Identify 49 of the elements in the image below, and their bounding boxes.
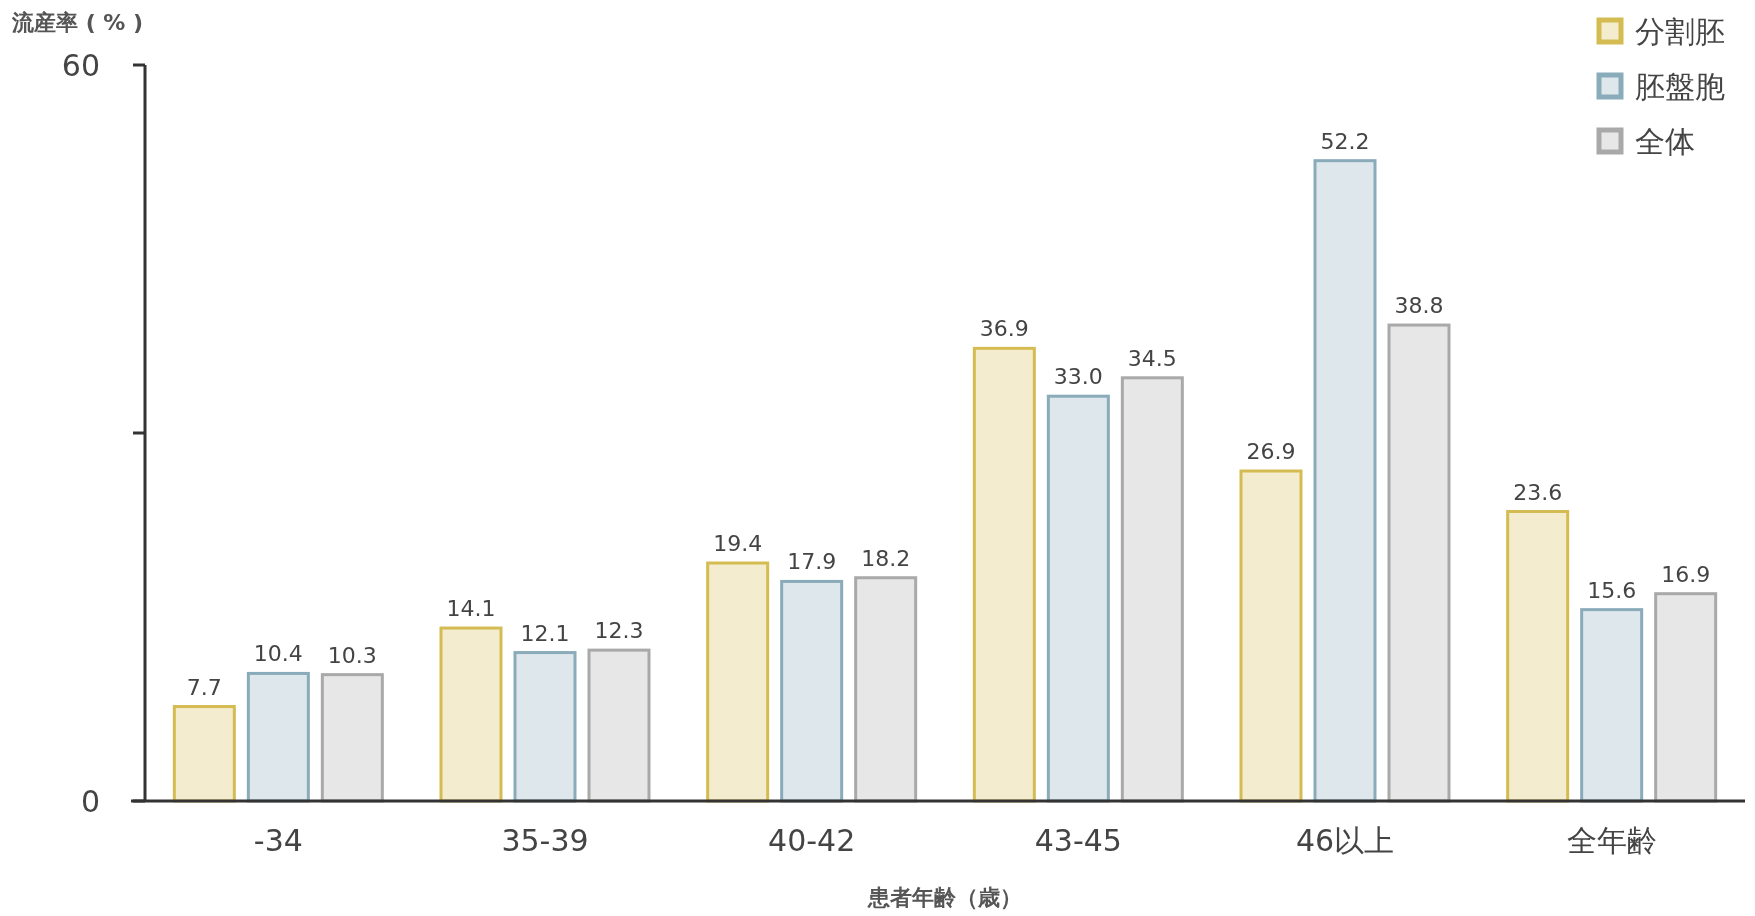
bar (513, 651, 577, 803)
data-label: 7.7 (186, 674, 222, 700)
data-label: 17.9 (787, 549, 837, 575)
bar (320, 673, 384, 803)
data-label: 12.3 (594, 618, 644, 644)
bar (1046, 394, 1110, 803)
legend-label: 全体 (1635, 124, 1695, 159)
bar (1387, 323, 1451, 803)
x-tick-label: 全年齢 (1566, 823, 1657, 858)
legend-label: 分割胚 (1635, 14, 1725, 49)
data-label: 26.9 (1246, 439, 1296, 465)
bar (439, 626, 503, 803)
bar (1313, 159, 1377, 803)
data-label: 33.0 (1053, 364, 1103, 390)
data-label: 23.6 (1513, 479, 1563, 505)
bar (972, 346, 1036, 803)
bar (246, 671, 310, 803)
bar (780, 579, 844, 803)
data-label: 38.8 (1394, 293, 1444, 319)
x-axis-title: 患者年齢（歳） (867, 885, 1022, 910)
y-axis-title: 流産率 ( % ) (11, 10, 144, 35)
bar (1506, 510, 1570, 803)
y-tick-label: 60 (61, 48, 100, 83)
data-label: 12.1 (520, 620, 570, 646)
y-tick-label: 0 (80, 784, 100, 819)
data-label: 16.9 (1661, 561, 1711, 587)
bar (1239, 469, 1303, 803)
data-label: 10.3 (327, 642, 377, 668)
data-label: 10.4 (253, 641, 303, 667)
data-label: 36.9 (979, 316, 1029, 342)
bar (172, 705, 236, 803)
bar (1580, 608, 1644, 803)
legend-label: 胚盤胞 (1635, 69, 1725, 104)
bar (1654, 592, 1718, 803)
x-tick-label: 46以上 (1295, 823, 1395, 858)
data-label: 52.2 (1320, 128, 1370, 154)
bar (706, 561, 770, 803)
x-tick-label: 40-42 (768, 823, 856, 858)
x-tick-label: 35-39 (501, 823, 589, 858)
bar (587, 648, 651, 803)
x-tick-label: -34 (253, 823, 303, 858)
data-label: 14.1 (446, 596, 496, 622)
data-label: 34.5 (1127, 345, 1177, 371)
bar (1120, 376, 1184, 803)
data-label: 15.6 (1587, 577, 1637, 603)
data-label: 19.4 (713, 531, 763, 557)
bar (854, 576, 918, 803)
data-label: 18.2 (861, 545, 911, 571)
x-tick-label: 43-45 (1034, 823, 1122, 858)
